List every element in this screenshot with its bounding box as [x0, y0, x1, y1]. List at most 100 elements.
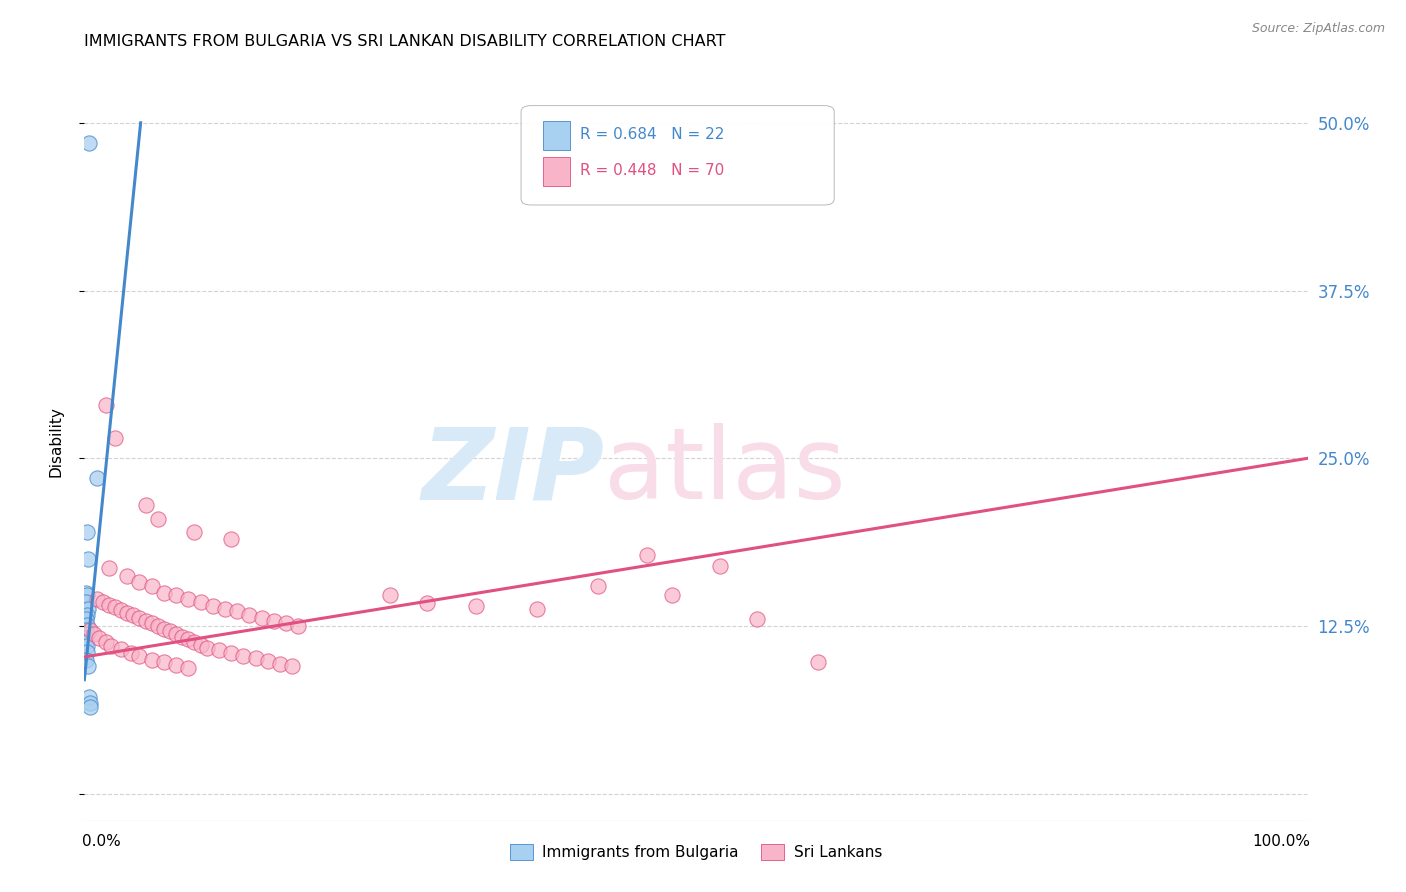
Point	[159, 624, 181, 639]
Point	[165, 657, 187, 672]
Point	[190, 638, 212, 652]
Point	[464, 599, 486, 613]
Legend: Immigrants from Bulgaria, Sri Lankans: Immigrants from Bulgaria, Sri Lankans	[503, 838, 889, 866]
Point	[100, 639, 122, 653]
Text: ZIP: ZIP	[422, 424, 605, 520]
Point	[75, 595, 97, 609]
Point	[263, 614, 285, 628]
Point	[287, 619, 309, 633]
Point	[153, 655, 176, 669]
Text: R = 0.448   N = 70: R = 0.448 N = 70	[579, 163, 724, 178]
Point	[76, 588, 98, 602]
Text: Source: ZipAtlas.com: Source: ZipAtlas.com	[1251, 22, 1385, 36]
Point	[135, 498, 157, 512]
Point	[146, 619, 169, 633]
Point	[115, 606, 138, 620]
Point	[636, 548, 658, 562]
Point	[183, 525, 205, 540]
Point	[75, 623, 97, 637]
Point	[79, 623, 101, 637]
Text: atlas: atlas	[605, 424, 846, 520]
Point	[153, 585, 176, 599]
Point	[177, 592, 200, 607]
Point	[141, 652, 163, 666]
Point	[232, 648, 254, 663]
Point	[183, 635, 205, 649]
Point	[96, 635, 118, 649]
Text: R = 0.684   N = 22: R = 0.684 N = 22	[579, 127, 724, 142]
Point	[91, 595, 114, 609]
Point	[709, 558, 731, 573]
Point	[380, 588, 402, 602]
Point	[257, 654, 280, 668]
Point	[110, 641, 132, 656]
FancyBboxPatch shape	[522, 105, 834, 205]
Point	[141, 616, 163, 631]
Point	[208, 643, 231, 657]
Point	[77, 659, 100, 673]
Point	[76, 525, 98, 540]
Y-axis label: Disability: Disability	[49, 406, 63, 477]
Point	[226, 604, 249, 618]
Point	[79, 699, 101, 714]
Point	[146, 512, 169, 526]
Point	[141, 579, 163, 593]
Point	[76, 639, 98, 653]
Point	[165, 588, 187, 602]
Point	[276, 616, 298, 631]
Point	[77, 601, 100, 615]
Point	[586, 579, 609, 593]
Point	[190, 595, 212, 609]
Point	[96, 398, 118, 412]
Point	[219, 532, 242, 546]
Point	[120, 646, 142, 660]
Point	[104, 600, 127, 615]
Point	[661, 588, 683, 602]
Point	[177, 660, 200, 674]
Point	[250, 611, 273, 625]
Point	[195, 640, 218, 655]
Point	[115, 569, 138, 583]
Point	[747, 612, 769, 626]
Point	[76, 608, 98, 623]
Point	[76, 644, 98, 658]
Point	[77, 552, 100, 566]
Point	[75, 612, 97, 626]
Point	[87, 631, 110, 645]
Point	[172, 630, 194, 644]
Text: IMMIGRANTS FROM BULGARIA VS SRI LANKAN DISABILITY CORRELATION CHART: IMMIGRANTS FROM BULGARIA VS SRI LANKAN D…	[84, 34, 725, 49]
Point	[245, 651, 267, 665]
Point	[807, 655, 830, 669]
Point	[128, 648, 150, 663]
Point	[201, 599, 224, 613]
Point	[128, 611, 150, 625]
Point	[526, 601, 548, 615]
Point	[76, 617, 98, 632]
Point	[77, 136, 100, 150]
Point	[86, 471, 108, 485]
Point	[104, 431, 127, 445]
Point	[75, 631, 97, 645]
Point	[75, 635, 97, 649]
Point	[76, 627, 98, 641]
Point	[75, 652, 97, 666]
Point	[219, 646, 242, 660]
Text: 100.0%: 100.0%	[1251, 834, 1310, 849]
Point	[214, 601, 236, 615]
Point	[77, 690, 100, 705]
Point	[122, 608, 145, 623]
FancyBboxPatch shape	[543, 157, 569, 186]
Text: 0.0%: 0.0%	[82, 834, 121, 849]
Point	[269, 657, 291, 671]
Point	[135, 614, 157, 628]
Point	[238, 608, 260, 623]
Point	[83, 627, 105, 641]
Point	[97, 561, 120, 575]
Point	[153, 622, 176, 636]
Point	[177, 632, 200, 647]
Point	[165, 627, 187, 641]
Point	[128, 574, 150, 589]
Point	[86, 592, 108, 607]
Point	[281, 659, 304, 673]
FancyBboxPatch shape	[543, 120, 569, 150]
